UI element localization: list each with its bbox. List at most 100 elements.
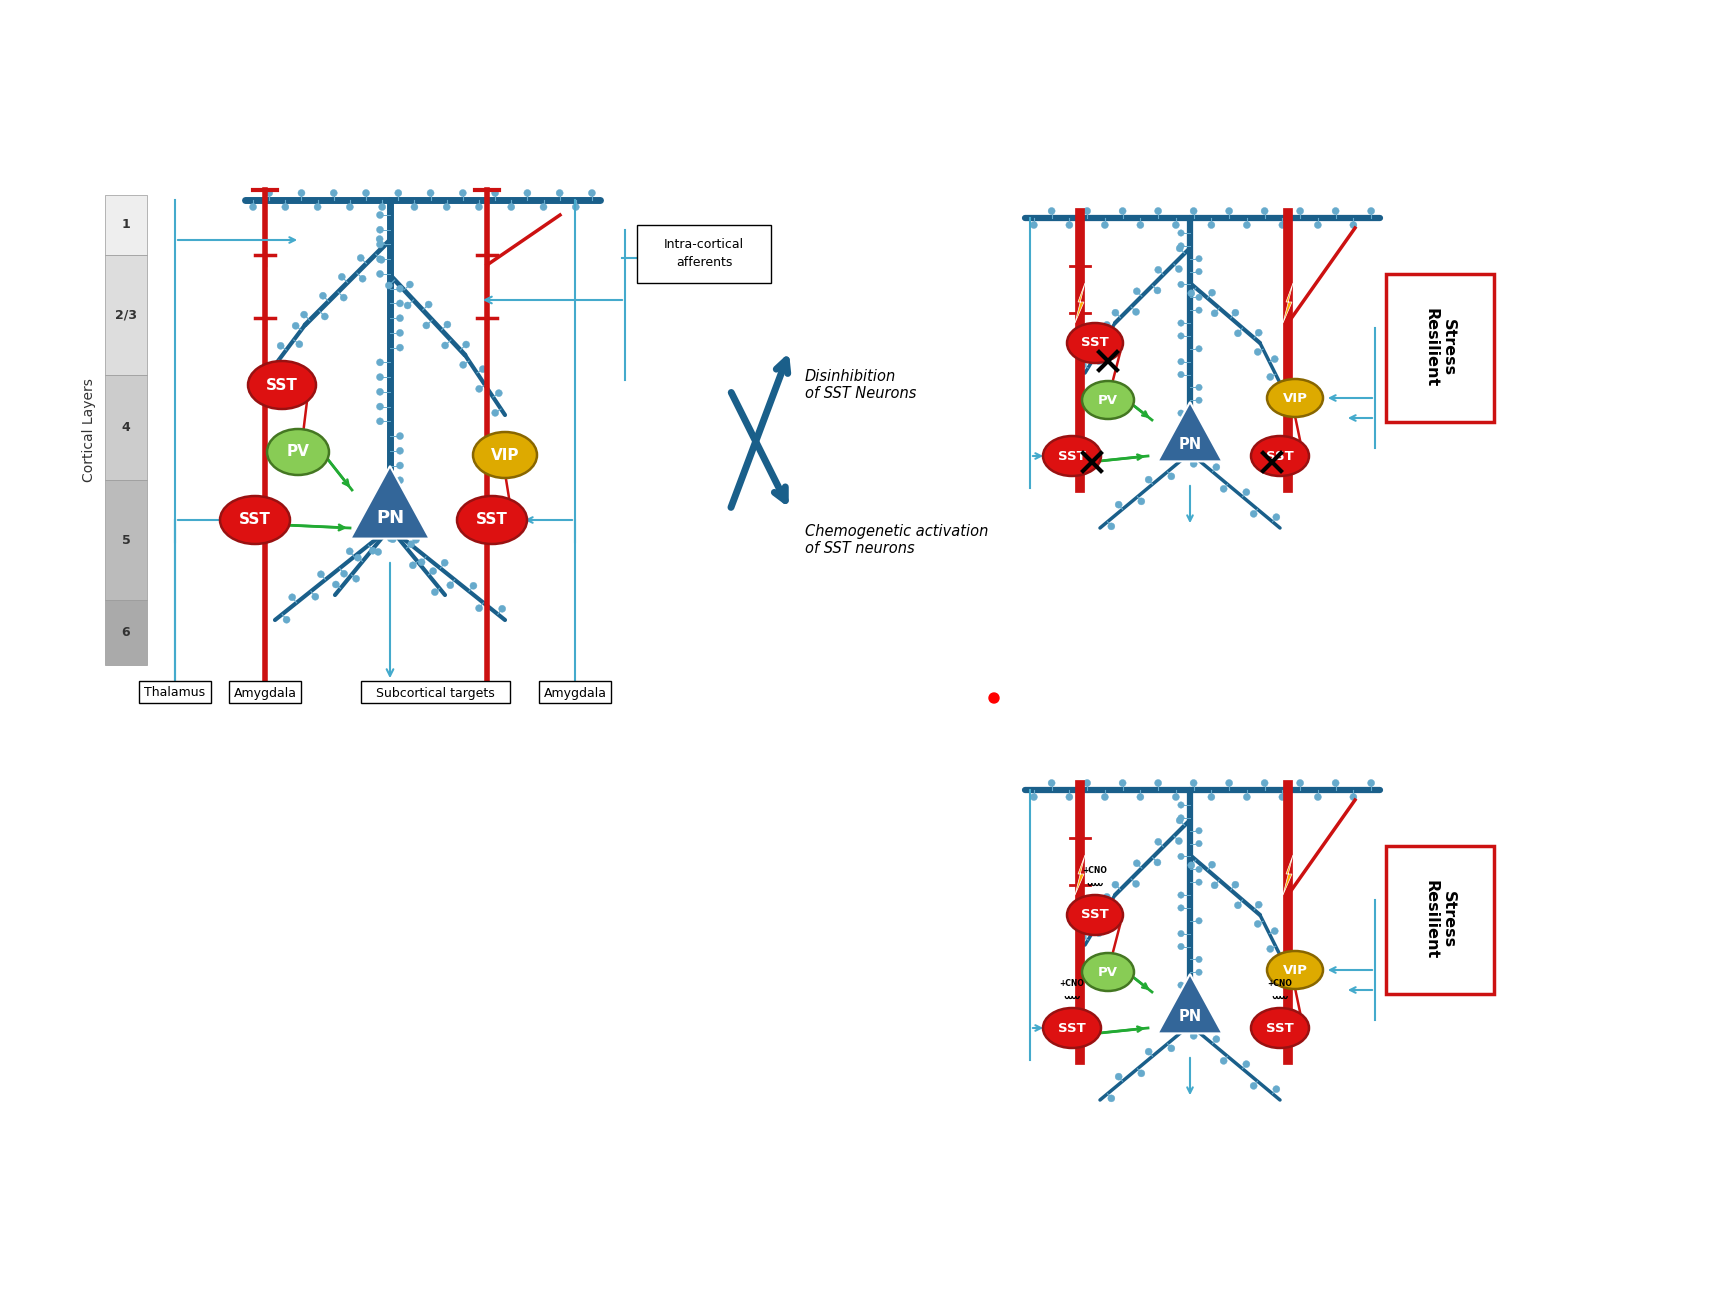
Circle shape [1234, 902, 1241, 908]
Circle shape [404, 302, 411, 308]
Circle shape [410, 561, 416, 569]
Text: +CNO: +CNO [1059, 978, 1085, 988]
Circle shape [418, 559, 425, 566]
Circle shape [1178, 229, 1184, 236]
Circle shape [1154, 286, 1161, 294]
Circle shape [1178, 320, 1184, 327]
Circle shape [377, 389, 384, 395]
Circle shape [1108, 910, 1115, 916]
Polygon shape [1075, 855, 1085, 896]
FancyBboxPatch shape [105, 480, 147, 600]
Circle shape [1154, 779, 1161, 787]
Circle shape [1178, 281, 1184, 288]
Circle shape [1146, 476, 1153, 483]
Circle shape [1137, 498, 1146, 505]
Circle shape [524, 189, 530, 197]
Circle shape [1154, 267, 1161, 273]
Text: SST: SST [1058, 450, 1085, 463]
Circle shape [318, 570, 325, 578]
Circle shape [1178, 372, 1184, 377]
Circle shape [1272, 928, 1279, 934]
Circle shape [1208, 861, 1215, 868]
Text: Amygdala: Amygdala [233, 687, 297, 700]
Circle shape [1255, 920, 1261, 928]
Circle shape [1108, 337, 1115, 345]
Circle shape [282, 360, 289, 368]
Circle shape [1196, 307, 1203, 314]
Circle shape [1196, 384, 1203, 390]
Circle shape [339, 273, 346, 280]
Circle shape [377, 491, 384, 499]
Circle shape [1146, 1048, 1153, 1055]
Circle shape [1172, 793, 1180, 801]
Circle shape [1315, 222, 1322, 228]
Circle shape [1111, 310, 1120, 316]
Circle shape [396, 345, 404, 351]
Circle shape [1196, 918, 1203, 924]
Text: VIP: VIP [1282, 963, 1308, 976]
Circle shape [1213, 464, 1220, 470]
Circle shape [1066, 222, 1073, 228]
Circle shape [1367, 779, 1375, 787]
Circle shape [377, 255, 384, 263]
Text: SST: SST [1082, 908, 1109, 921]
Text: SST: SST [1267, 450, 1294, 463]
Text: PN: PN [377, 509, 404, 527]
Circle shape [413, 537, 420, 543]
Circle shape [1049, 207, 1056, 215]
Text: SST: SST [1267, 1021, 1294, 1034]
Text: SST: SST [266, 377, 297, 393]
Circle shape [1284, 381, 1291, 388]
Circle shape [1196, 828, 1203, 833]
FancyBboxPatch shape [230, 680, 301, 702]
Circle shape [394, 189, 403, 197]
Circle shape [301, 311, 308, 318]
Text: PN: PN [1178, 1010, 1201, 1024]
Circle shape [1120, 779, 1127, 787]
Circle shape [589, 189, 596, 197]
Circle shape [1172, 222, 1180, 228]
Circle shape [314, 203, 321, 210]
Circle shape [496, 390, 503, 397]
Ellipse shape [1066, 323, 1123, 363]
Circle shape [408, 540, 415, 548]
Circle shape [295, 341, 302, 347]
Ellipse shape [473, 432, 537, 478]
Circle shape [282, 203, 289, 210]
FancyBboxPatch shape [638, 226, 771, 283]
Text: Stress
Resilient: Stress Resilient [1424, 880, 1457, 959]
FancyBboxPatch shape [361, 680, 510, 702]
Circle shape [266, 189, 273, 197]
Circle shape [444, 321, 451, 328]
Circle shape [470, 582, 477, 590]
Circle shape [1175, 451, 1182, 459]
Circle shape [377, 403, 384, 410]
Text: Chemogenetic activation
of SST neurons: Chemogenetic activation of SST neurons [805, 524, 988, 556]
Circle shape [1137, 222, 1144, 228]
Circle shape [1083, 779, 1090, 787]
Circle shape [1178, 982, 1184, 989]
Circle shape [1249, 511, 1258, 517]
Circle shape [1175, 266, 1182, 272]
Circle shape [1178, 853, 1184, 859]
Circle shape [353, 575, 359, 582]
Circle shape [1225, 207, 1232, 215]
Circle shape [292, 323, 299, 329]
Circle shape [541, 203, 548, 210]
Circle shape [396, 433, 404, 439]
Circle shape [1267, 946, 1274, 953]
FancyBboxPatch shape [105, 600, 147, 665]
Circle shape [499, 605, 506, 612]
Circle shape [1080, 362, 1087, 368]
Circle shape [442, 203, 451, 210]
Circle shape [425, 301, 432, 308]
Text: 2/3: 2/3 [116, 308, 137, 321]
Circle shape [475, 203, 482, 210]
Circle shape [1213, 1036, 1220, 1043]
Circle shape [1220, 1058, 1227, 1064]
Circle shape [276, 342, 283, 350]
Ellipse shape [1267, 951, 1324, 989]
Circle shape [442, 342, 449, 349]
Circle shape [1104, 893, 1111, 901]
Text: VIP: VIP [491, 447, 518, 463]
